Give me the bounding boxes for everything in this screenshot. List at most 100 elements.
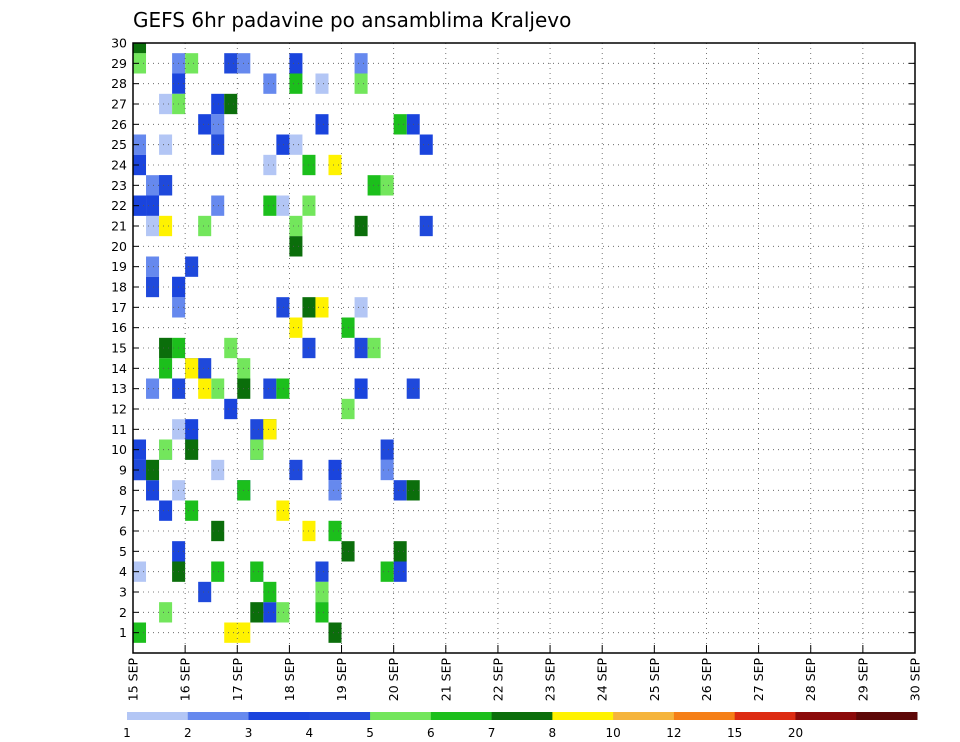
y-tick-label: 11 (111, 422, 127, 437)
heatmap-cell (354, 378, 368, 399)
x-tick-label: 23 SEP (543, 658, 558, 702)
heatmap-cell (224, 53, 238, 74)
heatmap-cell (328, 622, 342, 643)
heatmap-cell (198, 215, 212, 237)
y-tick-label: 16 (111, 320, 127, 335)
heatmap-cell (367, 337, 381, 359)
heatmap-cell (198, 114, 212, 135)
legend-level-label: 5 (366, 726, 374, 740)
heatmap-cell (367, 175, 381, 196)
heatmap-cell (419, 215, 433, 237)
x-tick-label: 28 SEP (803, 658, 818, 702)
heatmap-cell (289, 236, 303, 257)
heatmap-cell (354, 73, 368, 94)
heatmap-cell (146, 256, 160, 277)
y-tick-label: 10 (111, 442, 127, 457)
legend-level-label: 2 (184, 726, 192, 740)
y-tick-label: 18 (111, 280, 127, 295)
heatmap-cell (263, 602, 277, 623)
heatmap-cell (159, 439, 173, 460)
heatmap-cell (133, 439, 147, 460)
y-tick-label: 28 (111, 76, 127, 91)
legend-level-label: 1 (123, 726, 131, 740)
y-tick-label: 30 (111, 36, 127, 51)
legend-swatch (491, 712, 553, 720)
heatmap-cell (393, 480, 407, 501)
y-tick-label: 7 (119, 503, 127, 518)
heatmap-cell (185, 419, 199, 440)
heatmap-cell (146, 175, 160, 196)
heatmap-cell (328, 154, 342, 176)
heatmap-cell (211, 114, 225, 135)
heatmap-cell (146, 276, 160, 298)
heatmap-cell (159, 358, 173, 379)
y-tick-label: 19 (111, 259, 127, 274)
heatmap-cell (133, 154, 147, 176)
legend-level-label: 10 (606, 726, 621, 740)
y-tick-label: 24 (111, 158, 127, 173)
y-tick-label: 3 (119, 585, 127, 600)
heatmap-cell (328, 520, 342, 542)
y-tick-label: 21 (111, 219, 127, 234)
heatmap-cell (211, 561, 225, 582)
heatmap-cell (250, 419, 264, 440)
y-tick-label: 29 (111, 56, 127, 71)
x-tick-label: 25 SEP (647, 658, 662, 702)
y-tick-label: 1 (119, 625, 127, 640)
y-tick-label: 26 (111, 117, 127, 132)
heatmap-cell (224, 398, 238, 420)
y-tick-label: 20 (111, 239, 127, 254)
y-tick-label: 2 (119, 605, 127, 620)
chart-title: GEFS 6hr padavine po ansamblima Kraljevo (133, 8, 571, 32)
legend-level-label: 6 (427, 726, 435, 740)
heatmap-cell (289, 73, 303, 94)
heatmap-cell (393, 114, 407, 135)
y-tick-label: 5 (119, 544, 127, 559)
heatmap-cell (276, 602, 290, 623)
legend-level-label: 8 (549, 726, 557, 740)
heatmap-cell (289, 215, 303, 237)
x-tick-label: 30 SEP (908, 658, 923, 702)
heatmap-cell (315, 602, 329, 623)
heatmap-cell (289, 317, 303, 338)
heatmap-cell (185, 256, 199, 277)
heatmap-cell (211, 459, 225, 481)
heatmap-cell (224, 93, 238, 115)
heatmap-cell (211, 520, 225, 542)
heatmap-cell (159, 134, 173, 155)
y-tick-label: 13 (111, 381, 127, 396)
heatmap-cell (250, 439, 264, 460)
x-tick-label: 15 SEP (126, 658, 141, 702)
heatmap-cell (276, 195, 290, 216)
y-tick-label: 8 (119, 483, 127, 498)
heatmap-cell (315, 114, 329, 135)
grid-lines (133, 42, 915, 653)
legend-swatch (309, 712, 371, 720)
heatmap-cell (328, 459, 342, 481)
heatmap-cell (276, 134, 290, 155)
heatmap-cell (263, 378, 277, 399)
y-tick-label: 25 (111, 137, 127, 152)
y-tick-label: 27 (111, 97, 127, 112)
y-tick-label: 15 (111, 341, 127, 356)
heatmap-cell (315, 297, 329, 318)
heatmap-cell (263, 154, 277, 176)
heatmap-cell (250, 602, 264, 623)
legend-swatch (430, 712, 493, 720)
heatmap-cell (159, 602, 173, 623)
y-tick-label: 6 (119, 524, 127, 539)
heatmap-cells (133, 43, 433, 643)
heatmap-cell (315, 73, 329, 94)
legend-swatch (673, 712, 736, 720)
x-tick-label: 22 SEP (490, 658, 505, 702)
x-tick-label: 21 SEP (438, 658, 453, 702)
y-tick-label: 9 (119, 463, 127, 478)
heatmap-cell (250, 561, 264, 582)
heatmap-cell (146, 459, 160, 481)
legend-swatch (552, 712, 614, 720)
heatmap-cell (159, 175, 173, 196)
legend-swatch (127, 712, 189, 720)
legend-swatch (613, 712, 675, 720)
heatmap-cell (315, 561, 329, 582)
